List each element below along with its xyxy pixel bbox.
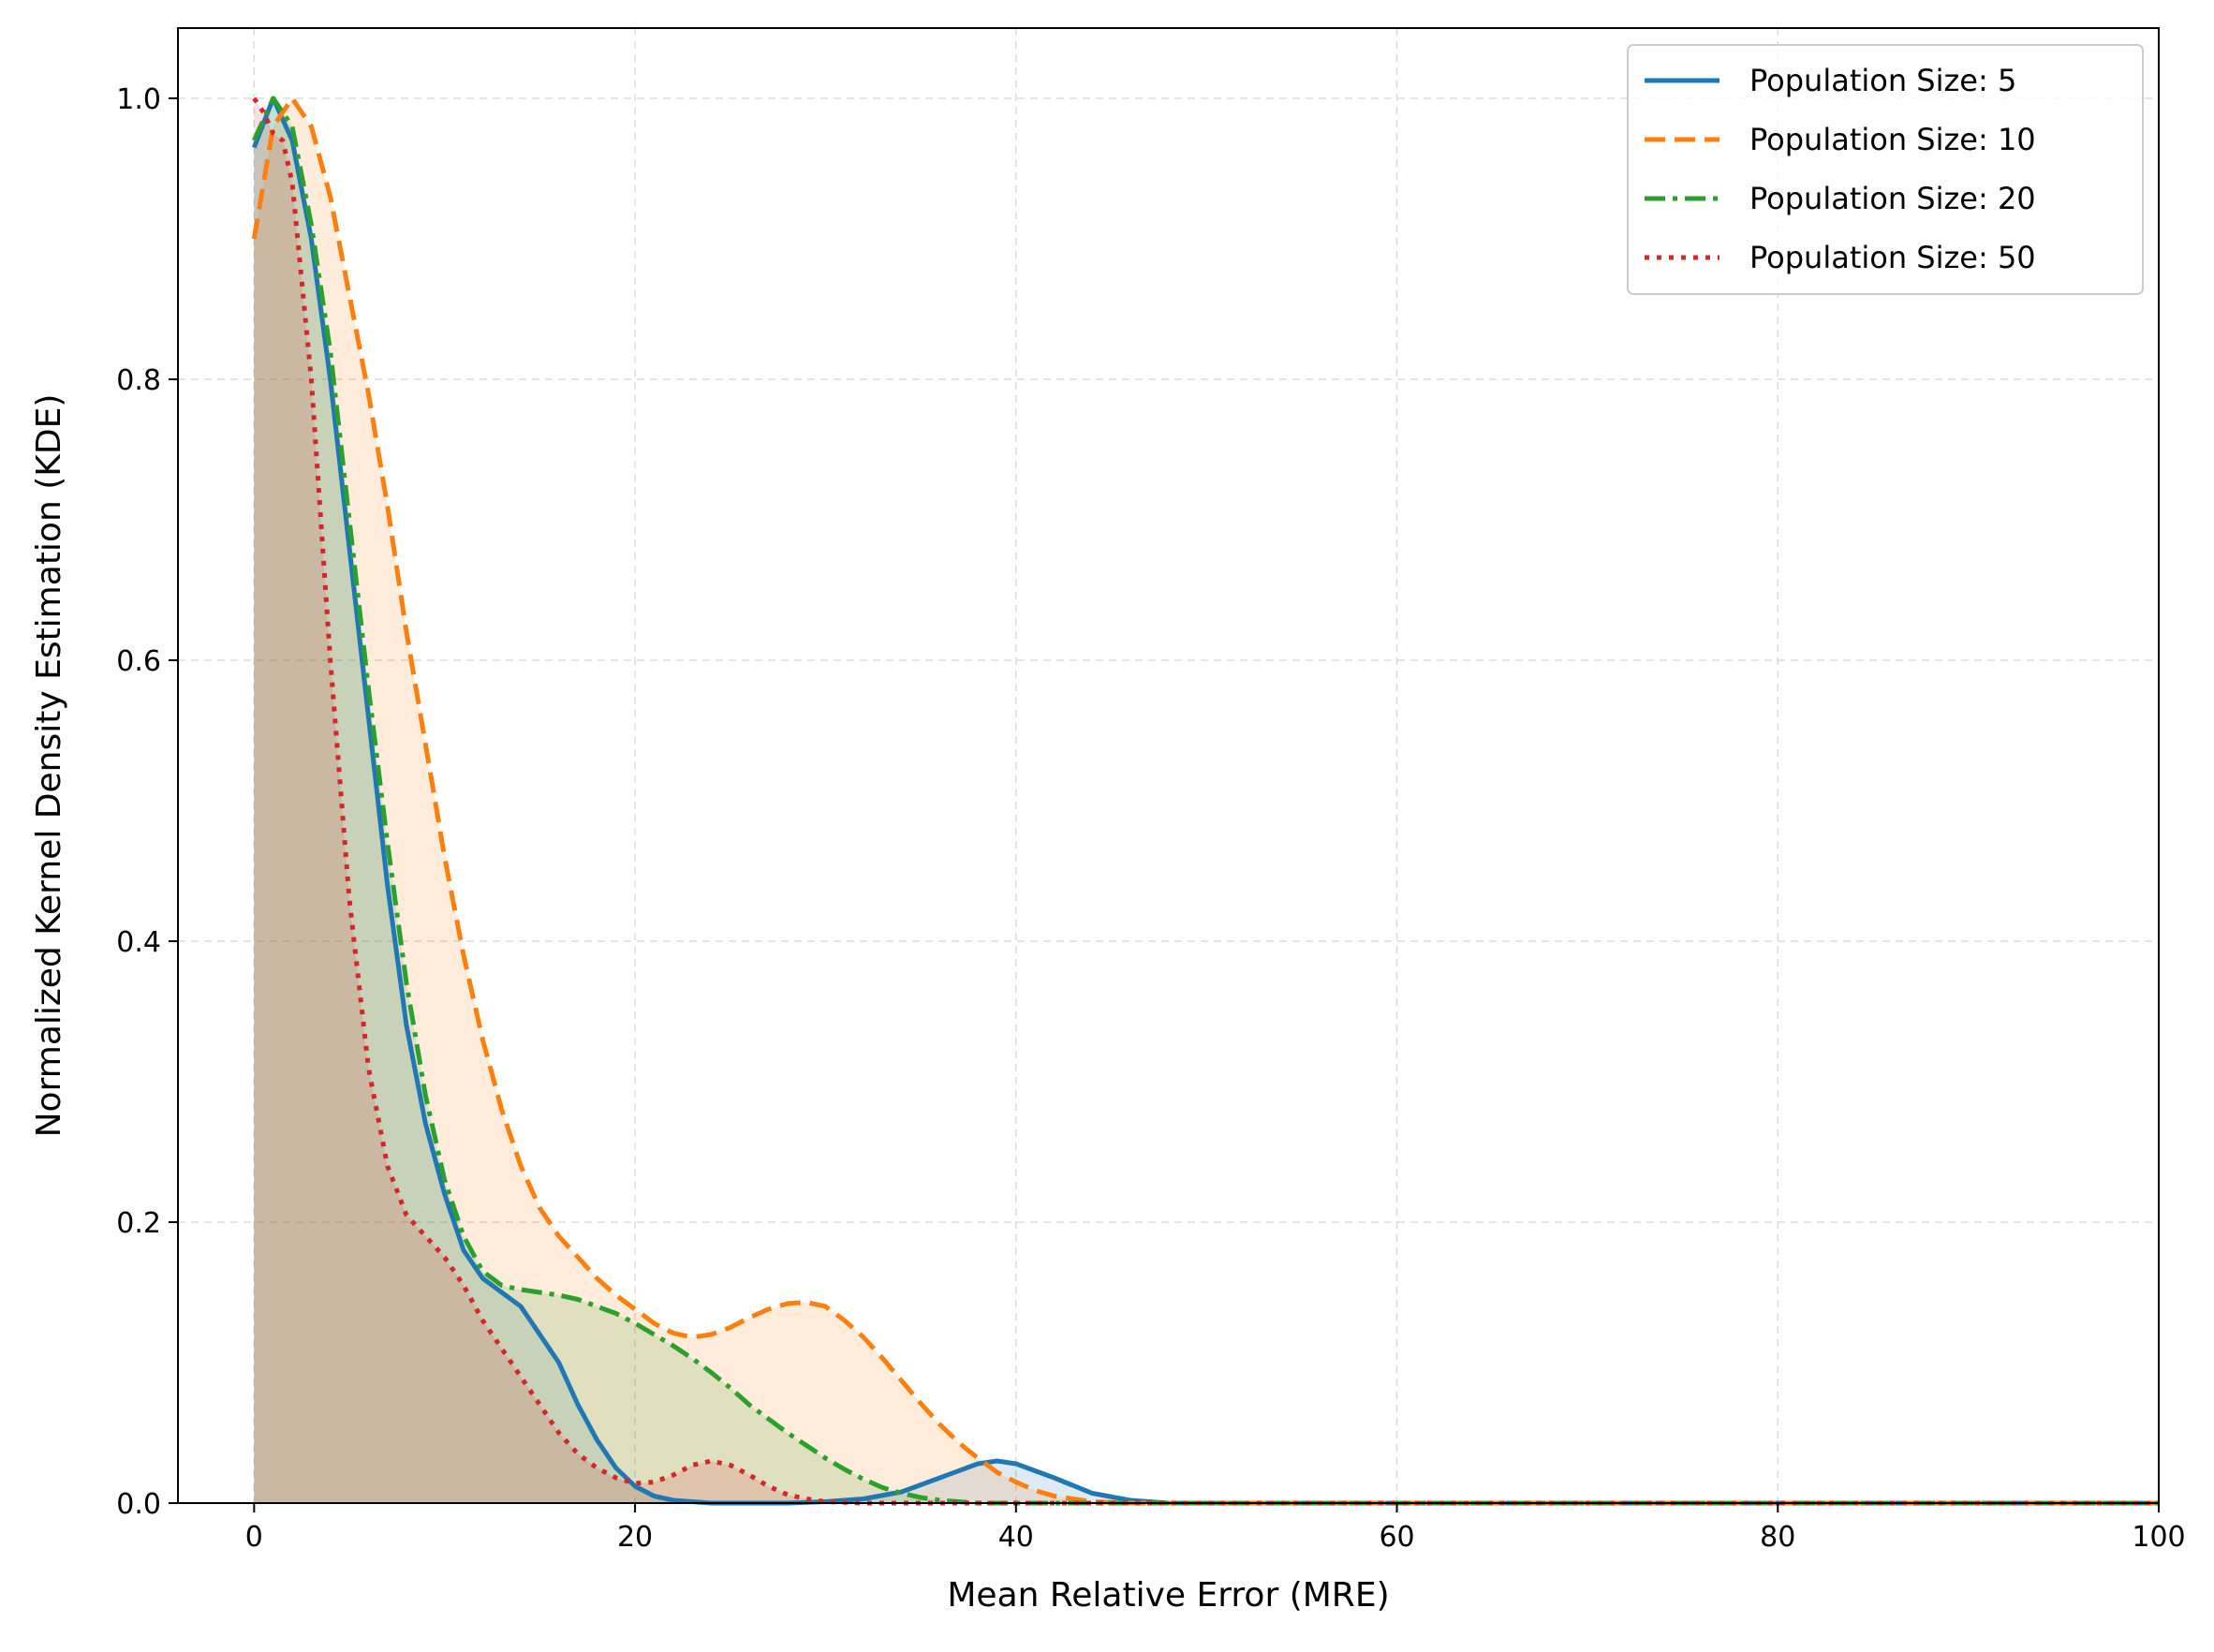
legend-label: Population Size: 50: [1749, 240, 2036, 275]
y-axis-label: Normalized Kernel Density Estimation (KD…: [30, 394, 68, 1138]
series-line-3: [252, 96, 2159, 1506]
x-tick-label: 80: [1760, 1521, 1795, 1554]
series-fill-2: [254, 98, 2159, 1503]
x-tick-label: 40: [998, 1521, 1034, 1554]
y-tick-label: 0.6: [116, 645, 161, 678]
series-line-2: [251, 96, 2159, 1506]
y-tick-label: 0.8: [116, 364, 161, 397]
legend-label: Population Size: 20: [1749, 181, 2036, 216]
axes-frame: [177, 27, 2160, 1504]
x-axis-ticks: 0 20 40 60 80 100: [245, 1503, 2186, 1554]
x-tick-label: 20: [617, 1521, 653, 1554]
series-line-1: [251, 96, 2159, 1506]
y-tick-label: 0.0: [116, 1488, 161, 1521]
series-fills: [254, 98, 2159, 1503]
legend-label: Population Size: 5: [1749, 63, 2016, 98]
x-tick-label: 0: [245, 1521, 263, 1554]
legend-label: Population Size: 10: [1749, 122, 2036, 157]
x-tick-label: 100: [2132, 1521, 2185, 1554]
x-axis-label: Mean Relative Error (MRE): [947, 1576, 1389, 1615]
series-line-4: [252, 96, 2159, 1506]
series-fill-1: [254, 98, 2159, 1503]
y-axis-ticks: 0.0 0.2 0.4 0.6 0.8 1.0: [116, 83, 178, 1521]
y-tick-label: 1.0: [116, 83, 161, 116]
series-lines: [251, 96, 2159, 1506]
y-tick-label: 0.4: [116, 926, 161, 959]
x-tick-label: 60: [1379, 1521, 1414, 1554]
series-fill-3: [254, 98, 2159, 1503]
legend-frame: [1627, 44, 2144, 295]
y-tick-label: 0.2: [116, 1207, 161, 1240]
legend: Population Size: 5 Population Size: 10 Pop…: [1627, 44, 2144, 295]
series-fill-4: [254, 98, 2159, 1503]
